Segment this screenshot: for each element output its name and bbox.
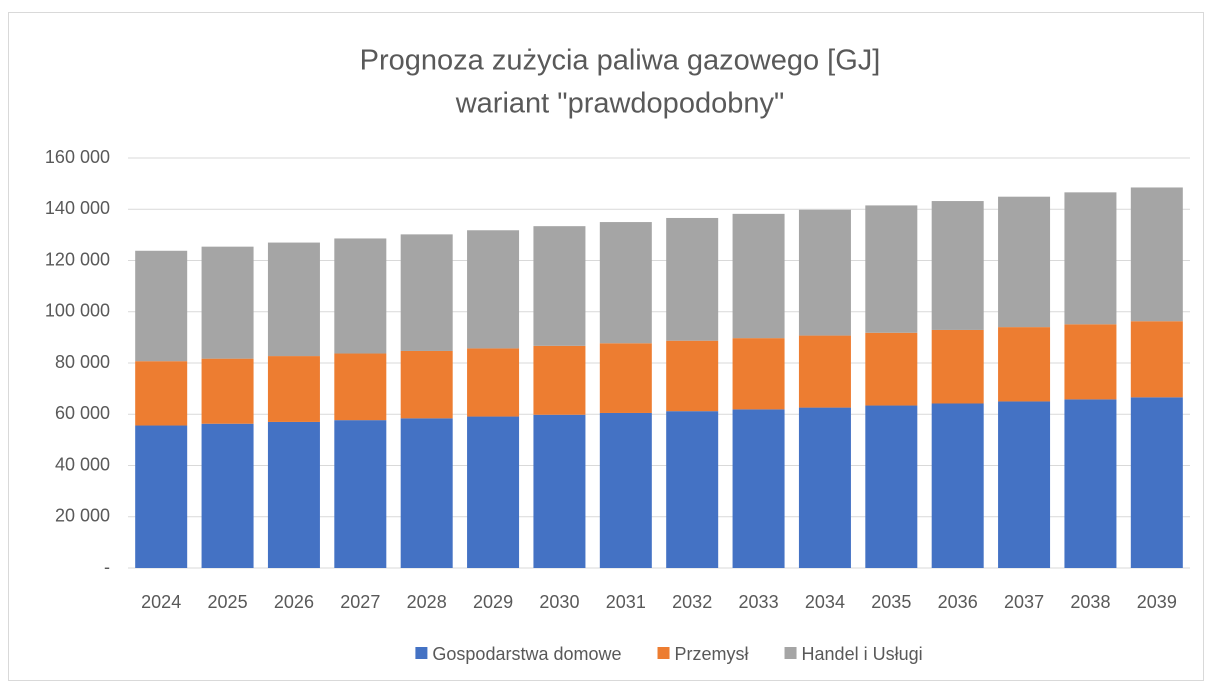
x-tick-label: 2024 xyxy=(141,592,181,612)
bar-segment xyxy=(865,205,918,333)
bar-segment xyxy=(400,418,453,568)
legend-label: Przemysł xyxy=(675,644,749,664)
bar-segment xyxy=(798,209,851,336)
bar-segment xyxy=(334,238,387,354)
bar-segment xyxy=(931,329,984,404)
y-tick-label: 80 000 xyxy=(55,352,110,372)
legend-swatch xyxy=(784,647,797,659)
x-tick-label: 2025 xyxy=(208,592,248,612)
y-tick-label: 160 000 xyxy=(45,147,110,167)
x-tick-label: 2027 xyxy=(340,592,380,612)
bar-segment xyxy=(865,405,918,568)
bar-segment xyxy=(334,420,387,568)
bar-segment xyxy=(400,234,453,351)
y-tick-label: 40 000 xyxy=(55,454,110,474)
bar-segment xyxy=(666,411,719,568)
x-tick-label: 2036 xyxy=(938,592,978,612)
bar-segment xyxy=(400,350,453,419)
bar-segment xyxy=(267,421,320,568)
bar-segment xyxy=(798,407,851,568)
legend-swatch xyxy=(657,647,670,659)
bar-segment xyxy=(1064,324,1117,400)
bar-segment xyxy=(732,213,785,339)
legend-label: Gospodarstwa domowe xyxy=(432,644,621,664)
bar-segment xyxy=(1064,192,1117,325)
legend-swatch xyxy=(415,647,428,659)
bar-segment xyxy=(998,327,1051,402)
y-tick-label: 120 000 xyxy=(45,249,110,269)
y-tick-label: 100 000 xyxy=(45,301,110,321)
bar-segment xyxy=(798,335,851,408)
bar-segment xyxy=(201,423,254,568)
bar-segment xyxy=(666,340,719,412)
bar-segment xyxy=(1130,321,1183,398)
x-tick-label: 2032 xyxy=(672,592,712,612)
y-tick-label: 60 000 xyxy=(55,403,110,423)
bar-segment xyxy=(599,343,652,413)
x-tick-label: 2035 xyxy=(871,592,911,612)
bar-segment xyxy=(1130,397,1183,568)
bar-segment xyxy=(1064,399,1117,568)
bar-segment xyxy=(931,403,984,568)
bar-segment xyxy=(666,217,719,341)
bar-segment xyxy=(533,226,586,346)
x-tick-label: 2028 xyxy=(407,592,447,612)
bar-segment xyxy=(135,250,188,362)
x-tick-label: 2026 xyxy=(274,592,314,612)
chart-subtitle: wariant "prawdopodobny" xyxy=(455,88,785,120)
bar-segment xyxy=(599,222,652,344)
chart-title: Prognoza zużycia paliwa gazowego [GJ] xyxy=(360,45,881,77)
x-tick-label: 2029 xyxy=(473,592,513,612)
x-tick-label: 2033 xyxy=(739,592,779,612)
x-tick-label: 2039 xyxy=(1137,592,1177,612)
bar-segment xyxy=(931,201,984,330)
x-tick-label: 2038 xyxy=(1070,592,1110,612)
bar-segment xyxy=(533,414,586,568)
x-tick-label: 2034 xyxy=(805,592,845,612)
bar-segment xyxy=(998,196,1051,328)
bar-segment xyxy=(267,242,320,357)
bar-segment xyxy=(267,356,320,422)
bar-segment xyxy=(998,401,1051,568)
bar-segment xyxy=(467,230,520,349)
bar-segment xyxy=(467,348,520,417)
bar-segment xyxy=(732,338,785,410)
x-tick-label: 2031 xyxy=(606,592,646,612)
y-tick-label: - xyxy=(104,557,110,577)
bar-segment xyxy=(135,361,188,426)
bar-segment xyxy=(1130,187,1183,322)
bar-segment xyxy=(201,358,254,424)
bar-segment xyxy=(533,345,586,415)
y-tick-label: 20 000 xyxy=(55,506,110,526)
x-tick-label: 2037 xyxy=(1004,592,1044,612)
y-tick-label: 140 000 xyxy=(45,198,110,218)
bar-segment xyxy=(865,332,918,406)
bar-segment xyxy=(201,246,254,359)
bar-segment xyxy=(599,412,652,568)
legend-label: Handel i Usługi xyxy=(802,644,923,664)
bar-segment xyxy=(467,416,520,568)
bar-segment xyxy=(334,353,387,421)
bar-segment xyxy=(135,425,188,568)
bar-segment xyxy=(732,409,785,568)
x-tick-label: 2030 xyxy=(539,592,579,612)
